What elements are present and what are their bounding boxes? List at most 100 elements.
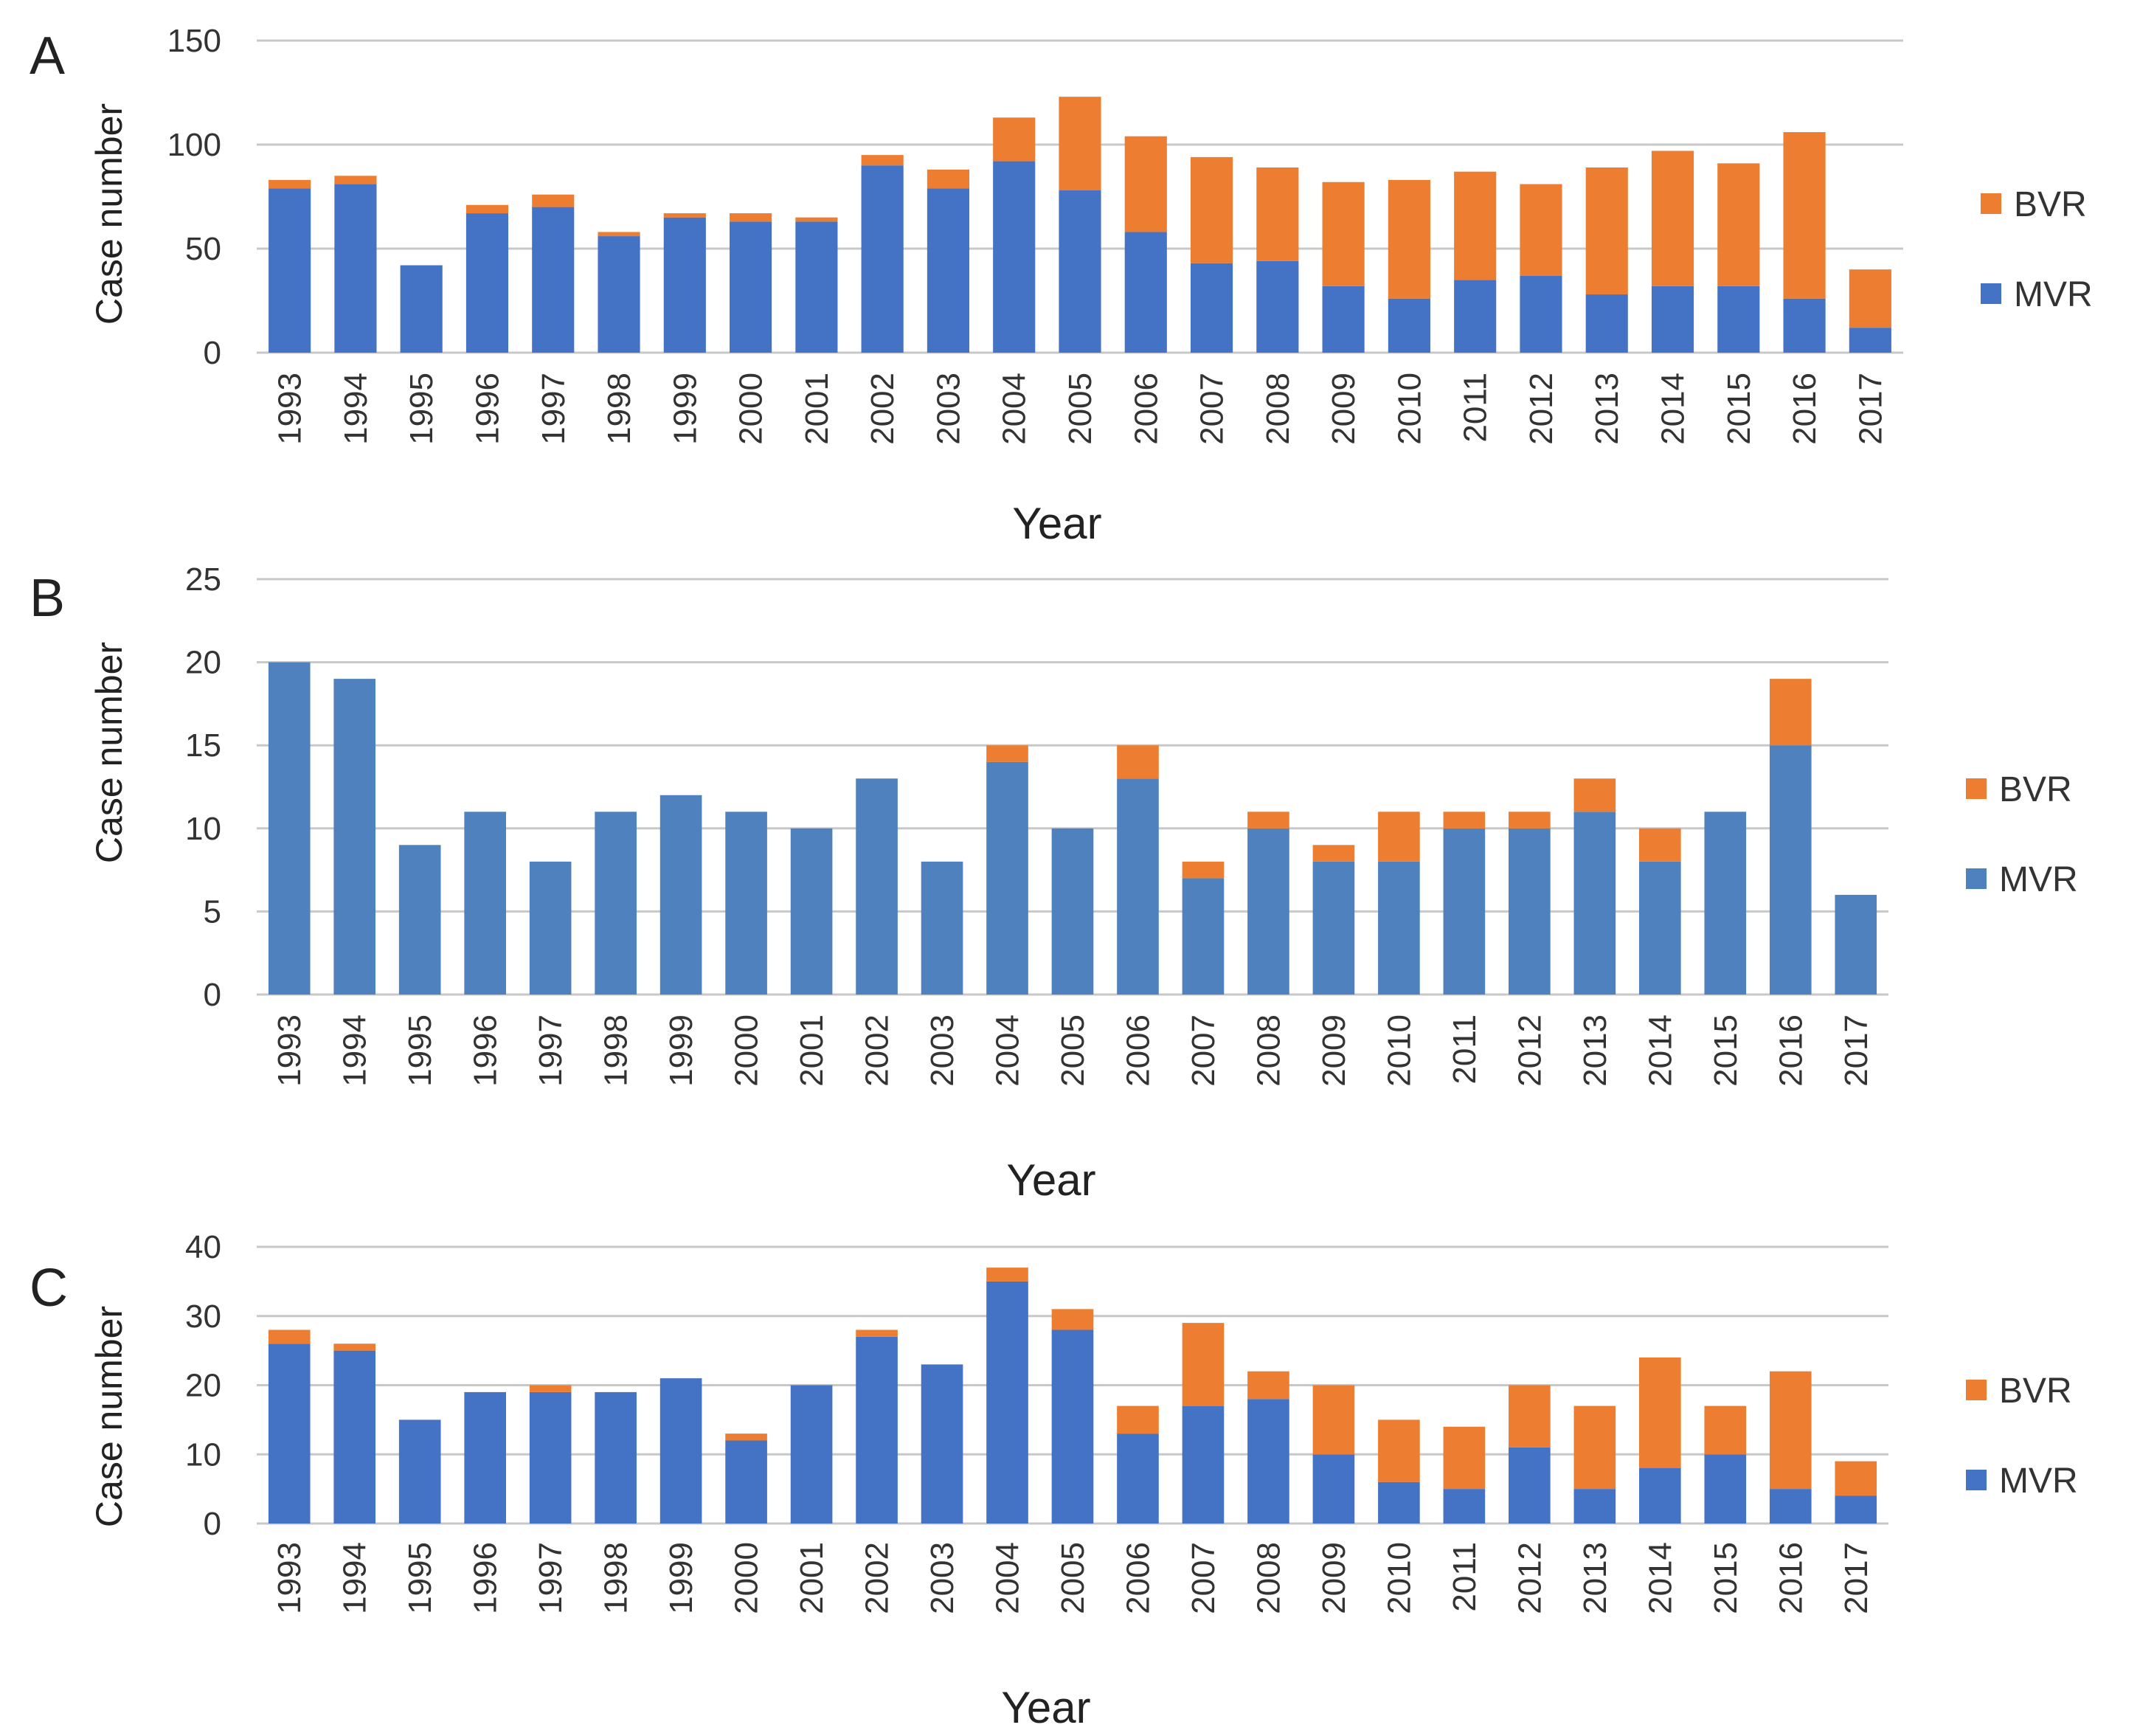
bar-mvr-1995	[400, 265, 443, 353]
x-tick-label: 2003	[930, 373, 966, 445]
x-tick-label: 2003	[924, 1542, 960, 1614]
bar-mvr-2015	[1717, 286, 1760, 353]
x-tick-label: 2011	[1447, 1014, 1483, 1085]
bar-mvr-1994	[333, 1350, 376, 1524]
y-tick-label: 20	[185, 645, 221, 681]
x-tick-label: 2002	[865, 373, 901, 445]
x-tick-label: 1999	[667, 373, 703, 445]
x-tick-label: 1996	[468, 1542, 504, 1614]
bar-mvr-2009	[1322, 286, 1365, 353]
x-tick-label: 2017	[1838, 1542, 1874, 1614]
legend-b: BVR MVR	[1966, 770, 2078, 899]
bar-mvr-2011	[1454, 280, 1497, 353]
bar-bvr-2011	[1443, 812, 1486, 829]
y-ticks-c: 0 10 20 30 40	[185, 1229, 221, 1542]
bar-bvr-1993	[268, 1329, 311, 1344]
x-tick-label: 2014	[1642, 1014, 1678, 1087]
x-tick-label: 1994	[337, 1542, 373, 1614]
x-tick-label: 1995	[404, 373, 440, 445]
bar-mvr-2011	[1443, 828, 1486, 995]
bar-bvr-2010	[1388, 179, 1430, 299]
bar-mvr-1999	[659, 1378, 702, 1524]
bar-mvr-1996	[464, 812, 506, 995]
x-tick-label: 2017	[1838, 1014, 1874, 1087]
y-tick-label: 25	[185, 561, 221, 598]
y-tick-label: 150	[167, 23, 221, 59]
bar-mvr-2010	[1378, 1481, 1420, 1524]
y-tick-label: 5	[204, 893, 221, 930]
legend-swatch-bvr-c	[1966, 1380, 1987, 1400]
legend-c: BVR MVR	[1966, 1372, 2078, 1501]
legend-a: BVR MVR	[1981, 185, 2093, 314]
x-tick-label: 1995	[402, 1014, 438, 1087]
x-tick-label: 2014	[1655, 373, 1691, 445]
bar-mvr-1997	[532, 207, 575, 353]
x-tick-label: 2009	[1316, 1542, 1352, 1614]
bar-mvr-2004	[993, 161, 1036, 353]
bar-mvr-2009	[1312, 1454, 1355, 1524]
bar-mvr-2003	[921, 861, 963, 995]
legend-swatch-bvr-a	[1981, 193, 2001, 214]
bar-bvr-2015	[1704, 1405, 1747, 1455]
legend-label-bvr-a: BVR	[2014, 185, 2087, 224]
bar-mvr-2011	[1443, 1489, 1486, 1524]
bar-bvr-1997	[529, 1385, 572, 1392]
x-tick-label: 2000	[733, 373, 769, 445]
bar-bvr-2007	[1182, 1323, 1225, 1406]
bar-mvr-2013	[1585, 294, 1628, 353]
x-tick-label: 2015	[1708, 1014, 1744, 1087]
bar-mvr-2017	[1835, 894, 1877, 995]
bar-mvr-1997	[529, 1391, 572, 1524]
x-tick-label: 1994	[337, 1014, 373, 1087]
legend-label-mvr-c: MVR	[1999, 1462, 2078, 1501]
x-axis-label-a: Year	[1012, 499, 1101, 548]
bar-mvr-1993	[268, 1344, 311, 1524]
bar-mvr-2016	[1783, 298, 1826, 353]
x-tick-label: 1996	[469, 373, 505, 445]
x-tick-label: 2011	[1458, 373, 1494, 443]
x-tick-label: 2010	[1381, 1014, 1417, 1087]
bar-bvr-1998	[598, 232, 640, 237]
bar-mvr-1993	[269, 188, 311, 353]
bar-bvr-2000	[730, 213, 772, 222]
y-axis-label-c: Case number	[89, 1306, 130, 1527]
bars-b	[268, 662, 1877, 995]
bar-mvr-1998	[595, 1391, 637, 1524]
bar-bvr-1994	[333, 1344, 376, 1351]
bar-mvr-2002	[856, 778, 898, 995]
bar-bvr-2006	[1117, 745, 1159, 779]
x-tick-label: 2009	[1316, 1014, 1352, 1087]
bar-bvr-2009	[1322, 181, 1365, 286]
x-tick-label: 2013	[1577, 1014, 1613, 1087]
x-ticks-a: 1993 1994 1995 1996 1997 1998 1999 2000 2001 2002…	[272, 373, 1889, 445]
bar-mvr-1998	[598, 236, 640, 353]
bar-bvr-2011	[1443, 1426, 1486, 1490]
bar-bvr-2009	[1312, 845, 1355, 862]
bar-bvr-2012	[1520, 184, 1562, 276]
y-tick-label: 0	[204, 335, 221, 371]
bar-mvr-2008	[1256, 260, 1299, 353]
y-tick-label: 15	[185, 727, 221, 764]
y-tick-label: 50	[185, 231, 221, 267]
bar-bvr-2003	[927, 169, 970, 189]
x-tick-label: 2016	[1773, 1014, 1809, 1087]
y-tick-label: 30	[185, 1298, 221, 1335]
x-tick-label: 2013	[1577, 1542, 1613, 1614]
bar-bvr-2014	[1639, 1358, 1681, 1468]
bar-mvr-2006	[1124, 232, 1167, 353]
x-tick-label: 2000	[729, 1542, 765, 1614]
bar-bvr-2007	[1190, 156, 1233, 263]
legend-label-bvr-c: BVR	[1999, 1372, 2072, 1411]
x-tick-label: 2012	[1511, 1542, 1548, 1614]
bar-bvr-2004	[986, 1268, 1028, 1282]
bar-bvr-2013	[1573, 778, 1616, 812]
bar-mvr-2005	[1051, 1329, 1094, 1524]
bar-mvr-2001	[790, 828, 833, 995]
bar-bvr-2012	[1509, 812, 1551, 829]
x-ticks-b: 1993 1994 1995 1996 1997 1998 1999 2000 2001 2002…	[271, 1014, 1874, 1087]
bar-mvr-1999	[663, 217, 706, 353]
bar-mvr-1995	[398, 1419, 441, 1524]
bar-bvr-1999	[663, 213, 706, 218]
bar-mvr-2004	[986, 761, 1028, 995]
x-tick-label: 2006	[1128, 373, 1164, 445]
